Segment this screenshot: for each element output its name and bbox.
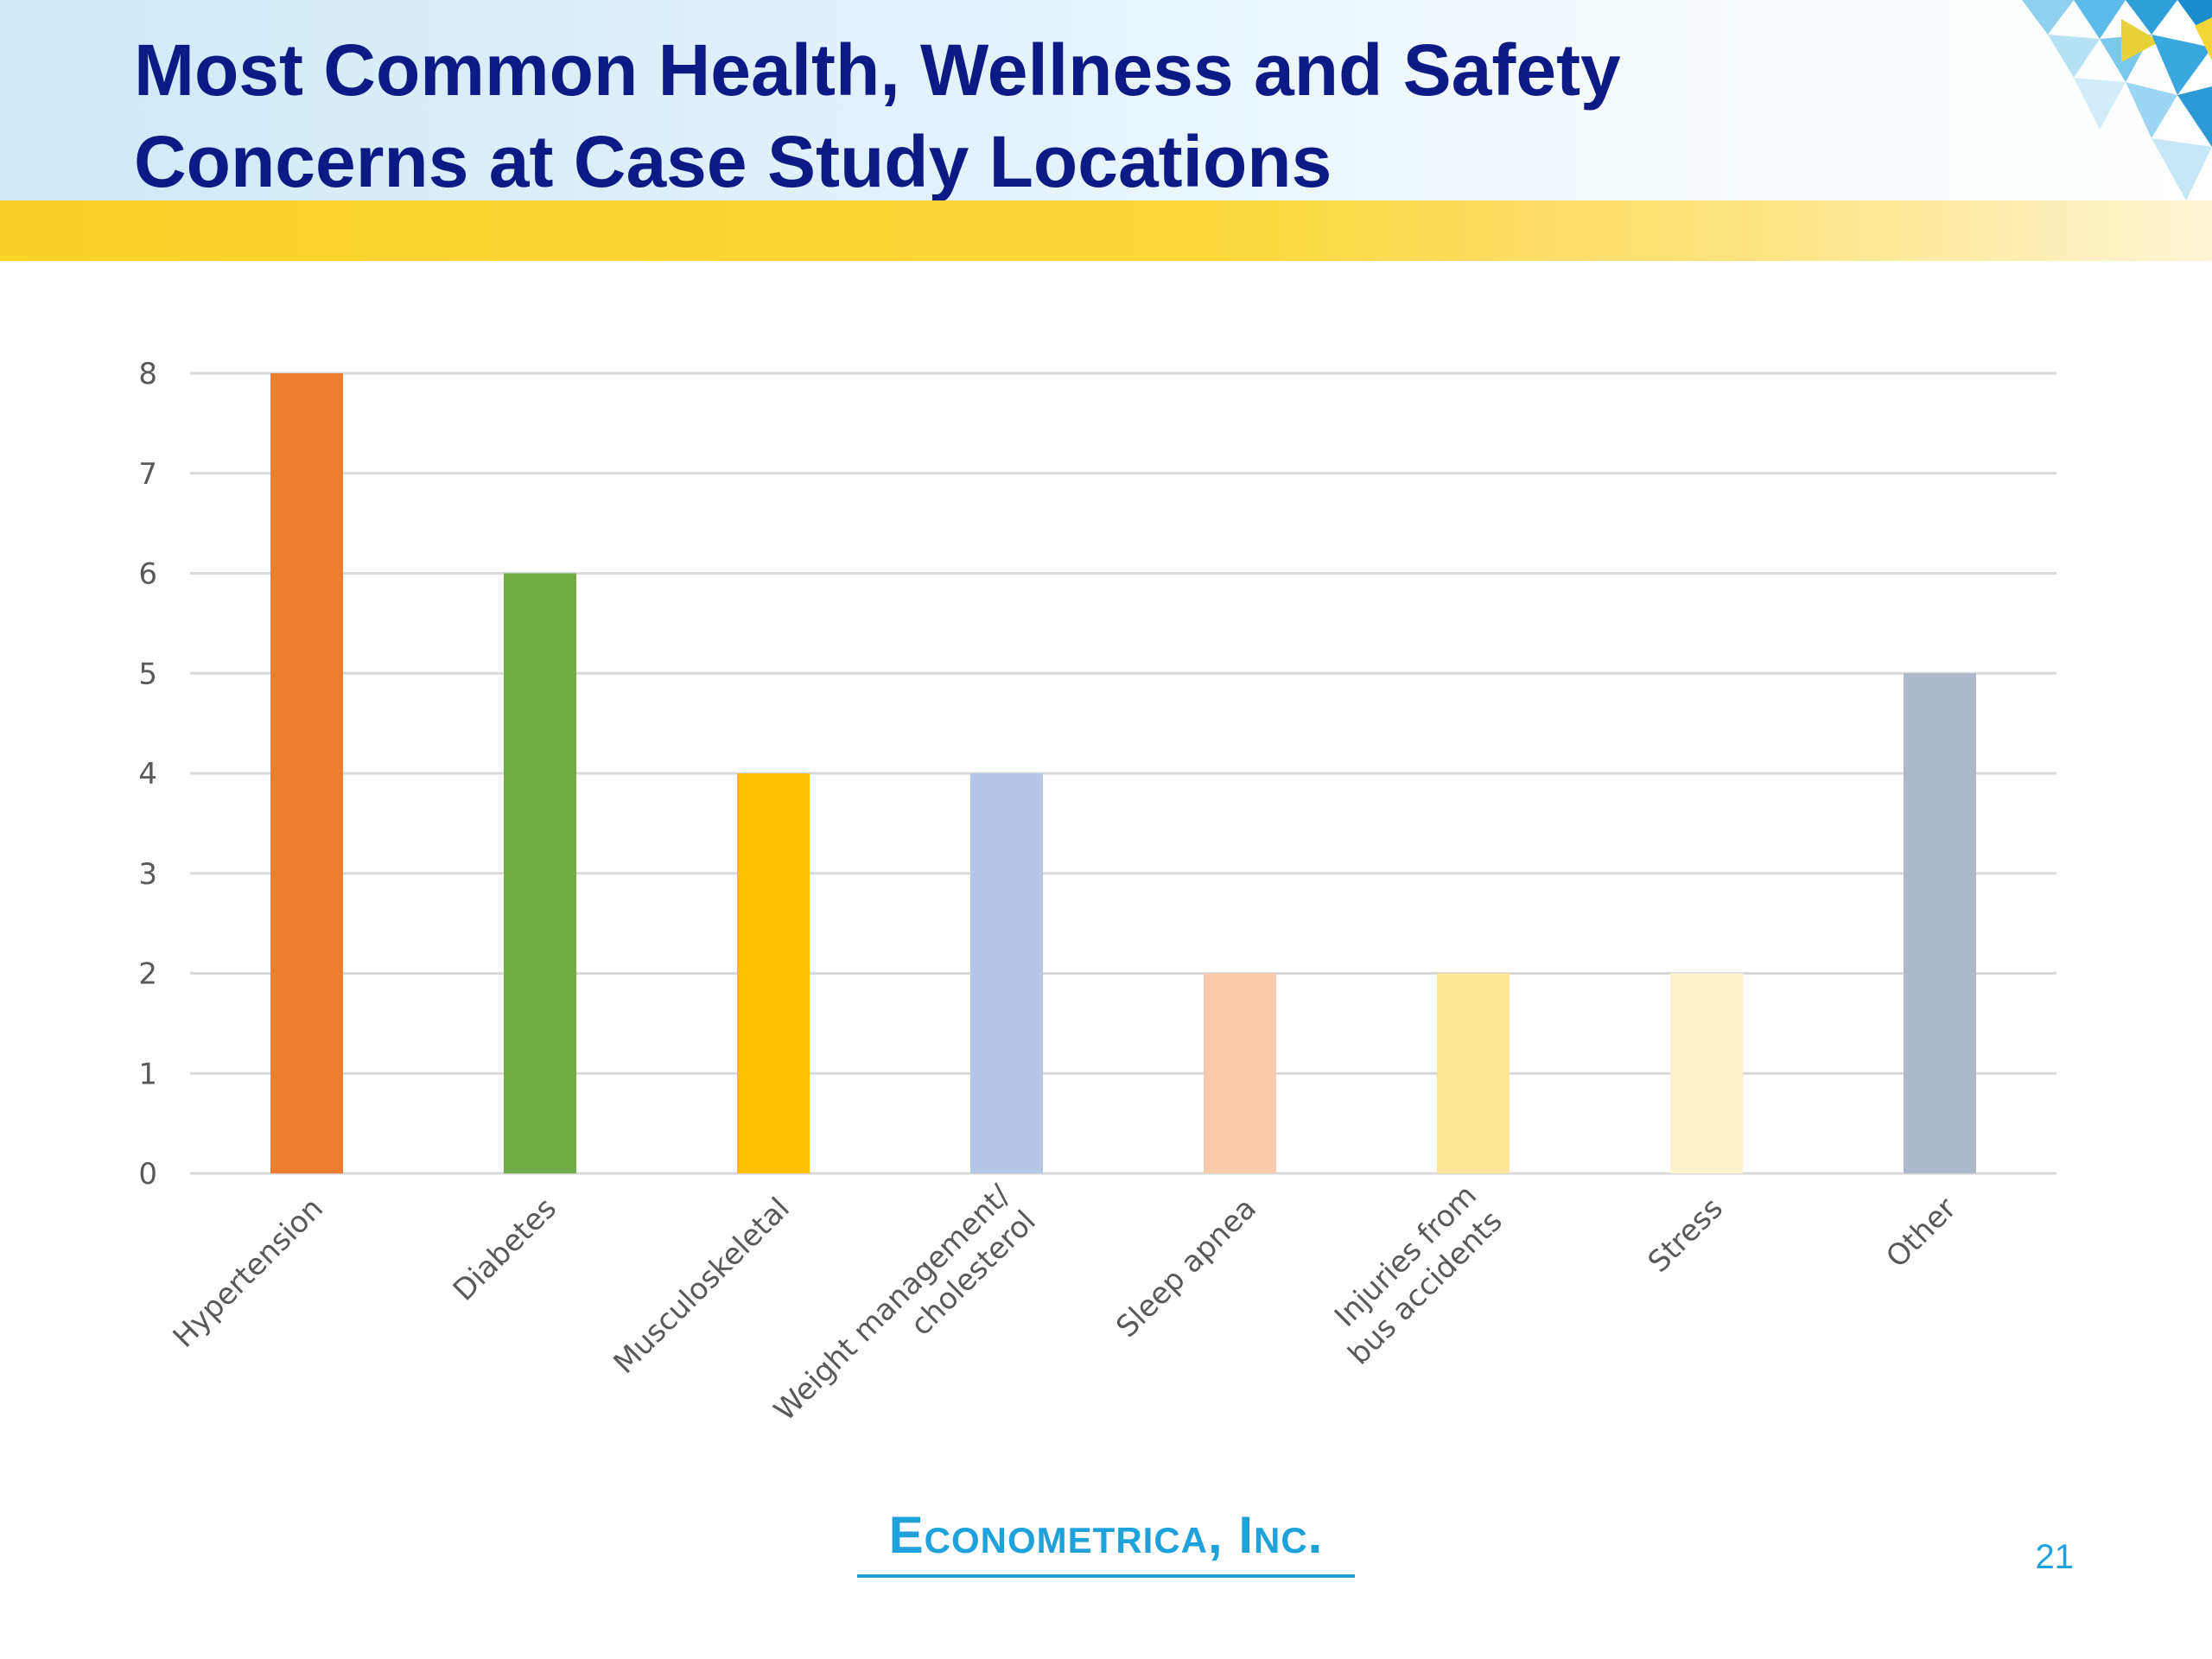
page-number: 21: [2035, 1538, 2075, 1576]
bar: [1437, 973, 1510, 1173]
x-tick-label-line: Musculoskeletal: [607, 1192, 797, 1381]
x-tick-label-line: Weight management/: [767, 1178, 1017, 1427]
x-tick-label-line: Diabetes: [447, 1192, 563, 1308]
x-tick-label: Stress: [1642, 1192, 1730, 1280]
y-tick-label: 7: [138, 457, 157, 492]
y-tick-label: 5: [138, 657, 157, 691]
bar: [1904, 673, 1976, 1173]
slide-title-line-2: Concerns at Case Study Locations: [134, 121, 1332, 200]
geometric-pattern-icon: [2022, 0, 2212, 200]
x-tick-label: Hypertension: [167, 1192, 330, 1355]
x-tick-label: Injuries frombus accidents: [1316, 1179, 1510, 1372]
slide-title-line-1: Most Common Health, Wellness and Safety: [134, 29, 1621, 111]
x-tick-label: Sleep apnea: [1109, 1192, 1262, 1344]
y-tick-label: 0: [138, 1157, 157, 1192]
x-tick-label-line: Hypertension: [167, 1192, 330, 1355]
y-tick-label: 8: [138, 357, 157, 391]
x-tick-label-line: Stress: [1642, 1192, 1730, 1280]
x-tick-label: Diabetes: [447, 1192, 563, 1308]
y-tick-label: 1: [138, 1057, 157, 1091]
y-tick-label: 6: [138, 557, 157, 592]
bar: [1670, 973, 1743, 1173]
slide-header: Most Common Health, Wellness and Safety …: [0, 0, 2212, 200]
x-tick-label: Musculoskeletal: [607, 1192, 797, 1381]
x-tick-label-line: Other: [1879, 1192, 1963, 1275]
slide-title: Most Common Health, Wellness and Safety …: [134, 24, 1862, 200]
x-tick-label: Other: [1879, 1192, 1963, 1275]
x-tick-label-line: Sleep apnea: [1109, 1192, 1262, 1344]
y-tick-label: 3: [138, 857, 157, 892]
y-tick-label: 2: [138, 957, 157, 992]
bar: [270, 373, 343, 1173]
bar: [737, 773, 810, 1173]
header-stripe: [0, 200, 2212, 261]
bar: [970, 773, 1043, 1173]
company-logo: Econometrica, Inc.: [857, 1505, 1355, 1578]
bar: [504, 573, 576, 1173]
bar: [1204, 973, 1276, 1173]
x-tick-label: Weight management/cholesterol: [767, 1178, 1043, 1453]
y-tick-label: 4: [138, 757, 157, 791]
